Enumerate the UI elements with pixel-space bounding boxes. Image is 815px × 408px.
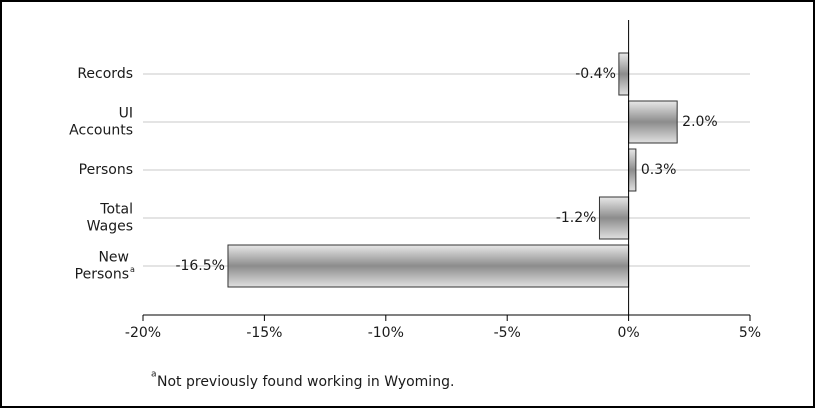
x-tick-label: 0% [617, 325, 639, 341]
x-tick-label: -10% [368, 325, 404, 341]
bar [628, 148, 637, 192]
category-marker: a [130, 265, 135, 274]
x-tick-label: -15% [246, 325, 282, 341]
value-label: -16.5% [175, 258, 225, 274]
value-label: 0.3% [641, 162, 677, 178]
category-label-line: Records [77, 66, 133, 82]
category-label: New Persons [75, 250, 129, 283]
category-label-line: New [98, 250, 129, 266]
category-label: Total Wages [87, 202, 133, 235]
bar [628, 100, 678, 144]
category-label: UI Accounts [69, 106, 133, 139]
footnote-marker: a [151, 370, 157, 380]
bar [618, 52, 630, 96]
category-label: Records [77, 66, 133, 82]
bar [598, 196, 630, 240]
footnote: Not previously found working in Wyoming. [157, 374, 454, 390]
value-label: -1.2% [556, 210, 597, 226]
category-label: Persons [79, 162, 133, 178]
category-label-line: Accounts [69, 123, 133, 139]
value-label: 2.0% [682, 114, 718, 130]
x-tick-label: 5% [739, 325, 761, 341]
category-label-line: Persons [75, 267, 129, 283]
x-tick-label: -5% [494, 325, 521, 341]
x-tick-label: -20% [125, 325, 161, 341]
category-label-line: Persons [79, 162, 133, 178]
category-label-line: UI [119, 106, 133, 122]
category-label-line: Wages [87, 219, 133, 235]
bar [227, 244, 630, 288]
value-label: -0.4% [575, 66, 616, 82]
category-label-line: Total [99, 202, 133, 218]
